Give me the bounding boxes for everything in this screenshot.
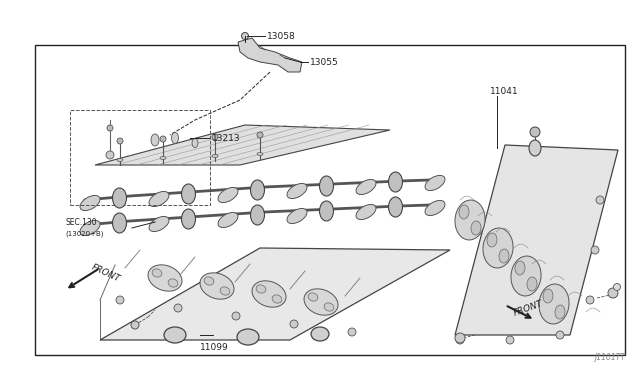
Ellipse shape — [192, 138, 198, 148]
Ellipse shape — [182, 209, 195, 229]
Ellipse shape — [149, 192, 169, 206]
Ellipse shape — [80, 221, 100, 235]
Circle shape — [455, 333, 465, 343]
Circle shape — [106, 151, 114, 159]
Ellipse shape — [527, 277, 537, 291]
Circle shape — [556, 331, 564, 339]
Ellipse shape — [212, 154, 218, 157]
Circle shape — [116, 296, 124, 304]
Bar — [70, 110, 210, 205]
Text: 13055: 13055 — [310, 58, 339, 67]
Ellipse shape — [148, 265, 182, 291]
Ellipse shape — [319, 201, 333, 221]
Circle shape — [614, 283, 621, 291]
Ellipse shape — [324, 303, 334, 311]
Ellipse shape — [356, 205, 376, 219]
Ellipse shape — [311, 327, 329, 341]
Ellipse shape — [182, 184, 195, 204]
Circle shape — [586, 296, 594, 304]
Ellipse shape — [471, 221, 481, 235]
Ellipse shape — [555, 305, 565, 319]
Ellipse shape — [252, 281, 286, 307]
Ellipse shape — [117, 158, 123, 161]
Ellipse shape — [388, 172, 403, 192]
Circle shape — [232, 312, 240, 320]
Ellipse shape — [164, 327, 186, 343]
Ellipse shape — [272, 295, 282, 303]
Bar — [35, 45, 625, 355]
Circle shape — [174, 304, 182, 312]
Text: 13213: 13213 — [212, 134, 241, 142]
Circle shape — [348, 328, 356, 336]
Ellipse shape — [483, 228, 513, 268]
Ellipse shape — [511, 256, 541, 296]
Polygon shape — [100, 248, 450, 340]
Ellipse shape — [256, 285, 266, 293]
Circle shape — [456, 336, 464, 344]
Ellipse shape — [459, 205, 469, 219]
Ellipse shape — [257, 153, 263, 155]
Circle shape — [506, 336, 514, 344]
Ellipse shape — [308, 293, 318, 301]
Ellipse shape — [168, 279, 178, 287]
Ellipse shape — [529, 140, 541, 156]
Circle shape — [117, 138, 123, 144]
Circle shape — [241, 32, 248, 39]
Ellipse shape — [543, 289, 553, 303]
Ellipse shape — [455, 200, 485, 240]
Circle shape — [530, 127, 540, 137]
Ellipse shape — [499, 249, 509, 263]
Ellipse shape — [356, 179, 376, 195]
Ellipse shape — [160, 157, 166, 160]
Text: 11041: 11041 — [490, 87, 518, 96]
Ellipse shape — [220, 287, 230, 295]
Ellipse shape — [287, 183, 307, 199]
Ellipse shape — [113, 213, 127, 233]
Circle shape — [257, 132, 263, 138]
Ellipse shape — [218, 212, 238, 228]
Ellipse shape — [204, 277, 214, 285]
Ellipse shape — [149, 217, 169, 231]
Ellipse shape — [388, 197, 403, 217]
Polygon shape — [455, 145, 618, 335]
Text: J1101TT: J1101TT — [594, 353, 625, 362]
Circle shape — [131, 321, 139, 329]
Circle shape — [290, 320, 298, 328]
Ellipse shape — [200, 273, 234, 299]
Ellipse shape — [152, 269, 162, 277]
Ellipse shape — [172, 132, 179, 144]
Ellipse shape — [80, 195, 100, 211]
Ellipse shape — [319, 176, 333, 196]
Ellipse shape — [515, 261, 525, 275]
Circle shape — [591, 246, 599, 254]
Polygon shape — [238, 38, 302, 72]
Circle shape — [212, 134, 218, 140]
Text: 11099: 11099 — [200, 343, 228, 353]
Ellipse shape — [151, 134, 159, 146]
Ellipse shape — [425, 176, 445, 190]
Text: FRONT: FRONT — [512, 298, 544, 317]
Text: SEC.130: SEC.130 — [65, 218, 97, 227]
Polygon shape — [95, 125, 390, 165]
Circle shape — [107, 125, 113, 131]
Ellipse shape — [250, 205, 264, 225]
Ellipse shape — [250, 180, 264, 200]
Ellipse shape — [487, 233, 497, 247]
Circle shape — [596, 196, 604, 204]
Circle shape — [608, 288, 618, 298]
Circle shape — [160, 136, 166, 142]
Ellipse shape — [539, 284, 569, 324]
Text: 13058: 13058 — [267, 32, 296, 41]
Ellipse shape — [304, 289, 338, 315]
Ellipse shape — [425, 201, 445, 215]
Ellipse shape — [287, 208, 307, 224]
Text: (13020+B): (13020+B) — [65, 231, 104, 237]
Ellipse shape — [237, 329, 259, 345]
Ellipse shape — [218, 187, 238, 203]
Text: FRONT: FRONT — [90, 262, 122, 283]
Ellipse shape — [113, 188, 127, 208]
